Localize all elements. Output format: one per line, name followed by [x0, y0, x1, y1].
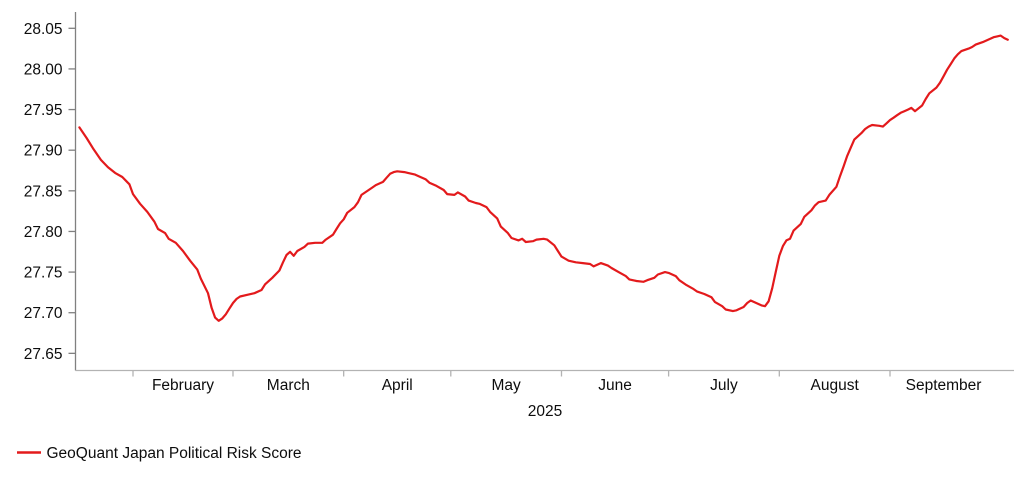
y-axis: 28.05 28.00 27.95 27.90 27.85 27.80 27.75 27.70… [24, 12, 77, 371]
x-tick-label: May [491, 377, 521, 394]
x-tick-label: April [382, 377, 413, 394]
y-tick-label: 28.00 [24, 61, 63, 78]
y-tick-label: 27.90 [24, 143, 63, 160]
x-axis-year-label: 2025 [528, 403, 562, 420]
legend: GeoQuant Japan Political Risk Score [17, 445, 302, 462]
y-tick-label: 27.65 [24, 346, 63, 363]
x-tick-label: September [906, 377, 982, 394]
x-tick-label: February [152, 377, 214, 394]
y-tick-label: 27.85 [24, 183, 63, 200]
x-tick-label: August [811, 377, 860, 394]
x-axis: February March April May June July August Septe… [75, 369, 1014, 394]
x-tick-label: July [710, 377, 738, 394]
y-tick-label: 28.05 [24, 21, 63, 38]
x-tick-label: June [598, 377, 632, 394]
y-tick-label: 27.70 [24, 305, 63, 322]
y-tick-label: 27.75 [24, 265, 63, 282]
x-tick-label: March [267, 377, 310, 394]
risk-score-line-series [78, 34, 1009, 322]
legend-series-label: GeoQuant Japan Political Risk Score [47, 445, 302, 462]
y-tick-label: 27.80 [24, 224, 63, 241]
y-tick-label: 27.95 [24, 102, 63, 119]
risk-score-line [78, 34, 1009, 322]
